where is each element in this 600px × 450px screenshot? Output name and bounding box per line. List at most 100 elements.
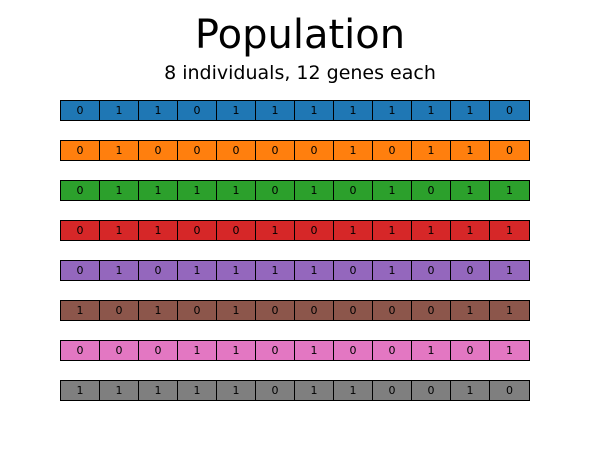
gene-cell: 0 [60,340,100,361]
gene-cell: 0 [216,140,256,161]
gene-cell: 0 [294,140,334,161]
gene-cell: 1 [138,380,178,401]
gene-cell: 0 [177,100,217,121]
gene-cell: 1 [450,220,490,241]
gene-cell: 1 [333,140,373,161]
gene-cell: 1 [255,260,295,281]
gene-cell: 0 [99,340,139,361]
gene-cell: 1 [177,180,217,201]
gene-cell: 1 [372,260,412,281]
gene-cell: 0 [489,140,530,161]
gene-cell: 0 [255,300,295,321]
gene-cell: 0 [60,140,100,161]
gene-cell: 1 [333,100,373,121]
gene-cell: 1 [60,380,100,401]
gene-cell: 1 [255,100,295,121]
gene-cell: 1 [294,180,334,201]
gene-cell: 1 [216,100,256,121]
gene-cell: 0 [333,340,373,361]
gene-cell: 1 [372,220,412,241]
gene-cell: 1 [216,340,256,361]
gene-cell: 1 [450,180,490,201]
gene-cell: 1 [138,300,178,321]
gene-cell: 1 [216,180,256,201]
gene-cell: 1 [411,220,451,241]
diagram-subtitle: 8 individuals, 12 genes each [164,62,436,84]
gene-cell: 1 [489,220,530,241]
gene-cell: 0 [372,380,412,401]
gene-cell: 1 [99,180,139,201]
gene-cell: 0 [255,380,295,401]
gene-cell: 1 [294,260,334,281]
gene-cell: 1 [99,260,139,281]
gene-cell: 1 [411,100,451,121]
gene-cell: 0 [177,140,217,161]
gene-cell: 1 [216,300,256,321]
gene-cell: 1 [138,180,178,201]
gene-cell: 1 [177,260,217,281]
gene-cell: 1 [294,100,334,121]
gene-cell: 1 [489,340,530,361]
gene-cell: 1 [450,300,490,321]
gene-cell: 0 [177,220,217,241]
gene-cell: 0 [255,140,295,161]
gene-cell: 0 [138,340,178,361]
gene-cell: 0 [450,340,490,361]
gene-cell: 1 [177,380,217,401]
gene-cell: 1 [177,340,217,361]
gene-cell: 0 [294,300,334,321]
gene-cell: 1 [489,300,530,321]
gene-cell: 1 [450,140,490,161]
gene-cell: 1 [450,100,490,121]
gene-cell: 0 [333,300,373,321]
gene-cell: 0 [411,260,451,281]
gene-cell: 1 [216,380,256,401]
gene-cell: 1 [99,380,139,401]
gene-cell: 1 [294,380,334,401]
gene-cell: 0 [450,260,490,281]
gene-cell: 0 [138,140,178,161]
gene-cell: 1 [333,380,373,401]
gene-cell: 0 [60,220,100,241]
gene-cell: 1 [138,100,178,121]
diagram-title: Population [194,12,406,58]
gene-cell: 0 [372,300,412,321]
gene-cell: 0 [177,300,217,321]
gene-cell: 1 [411,340,451,361]
gene-cell: 0 [372,340,412,361]
gene-cell: 1 [411,140,451,161]
gene-cell: 0 [411,180,451,201]
gene-cell: 1 [333,220,373,241]
gene-cell: 1 [489,180,530,201]
gene-cell: 1 [99,140,139,161]
gene-cell: 0 [294,220,334,241]
gene-cell: 0 [60,100,100,121]
gene-cell: 0 [411,300,451,321]
gene-cell: 1 [294,340,334,361]
gene-cell: 0 [138,260,178,281]
gene-cell: 0 [333,180,373,201]
gene-cell: 0 [489,380,530,401]
gene-cell: 1 [99,220,139,241]
gene-cell: 1 [372,100,412,121]
gene-cell: 1 [138,220,178,241]
gene-cell: 0 [333,260,373,281]
gene-cell: 0 [489,100,530,121]
gene-cell: 1 [450,380,490,401]
gene-cell: 1 [99,100,139,121]
gene-cell: 0 [372,140,412,161]
gene-cell: 1 [60,300,100,321]
gene-cell: 0 [216,220,256,241]
gene-cell: 1 [255,220,295,241]
gene-cell: 1 [489,260,530,281]
gene-cell: 0 [411,380,451,401]
gene-cell: 0 [99,300,139,321]
